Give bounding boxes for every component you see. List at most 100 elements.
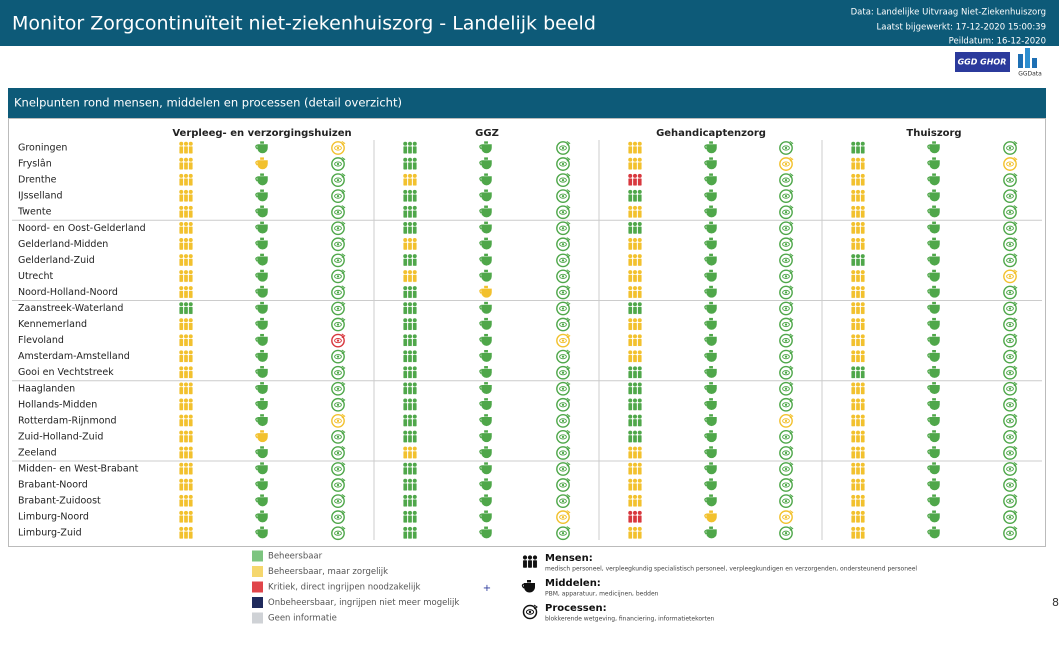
person-body	[632, 161, 638, 170]
person-body	[183, 194, 189, 203]
person-head	[179, 189, 184, 194]
person-head	[628, 254, 633, 259]
process-eye	[782, 370, 790, 376]
cup-handle	[255, 337, 258, 343]
legend-swatch	[252, 612, 263, 624]
person-head	[851, 157, 856, 162]
person-body	[183, 531, 189, 540]
data-source: Data: Landelijke Uitvraag Niet-Ziekenhui…	[851, 8, 1046, 18]
cup-top	[709, 414, 713, 417]
cup-top	[260, 366, 264, 369]
person-body	[850, 194, 856, 203]
person-head	[184, 205, 188, 210]
process-arrow	[566, 478, 571, 483]
icon-processen	[556, 205, 571, 220]
process-eye	[782, 177, 790, 183]
process-eye	[1006, 482, 1014, 488]
process-pupil	[1008, 483, 1012, 487]
person-head	[860, 221, 865, 226]
process-arrow	[789, 157, 794, 162]
cup	[481, 192, 492, 202]
person-body	[412, 531, 418, 540]
cup-top	[484, 253, 488, 257]
icon-processen	[779, 253, 794, 268]
process-eye	[1006, 241, 1014, 247]
updated: Laatst bijgewerkt: 17-12-2020 15:00:39	[877, 23, 1046, 33]
person-head	[188, 270, 193, 275]
person-body	[402, 145, 408, 154]
person-body	[637, 338, 643, 347]
icon-middelen	[704, 301, 717, 314]
person-head	[179, 446, 184, 451]
icon-mensen	[850, 414, 866, 427]
person-head	[851, 141, 856, 146]
person-body	[178, 210, 184, 219]
person-head	[628, 366, 633, 371]
icon-middelen	[704, 317, 717, 330]
person-body	[850, 354, 856, 363]
process-arrow	[341, 510, 346, 515]
cup-top	[260, 350, 264, 353]
icon-mensen	[850, 318, 866, 331]
person-head	[633, 478, 637, 483]
process-eye	[559, 161, 567, 167]
cup-top	[709, 317, 713, 321]
cup	[481, 304, 492, 314]
person-body	[402, 338, 408, 347]
icon-mensen	[402, 205, 418, 219]
cup-top	[709, 253, 713, 257]
process-arrow	[341, 333, 346, 339]
person-head	[408, 478, 412, 483]
icon-processen	[779, 301, 794, 316]
process-eye	[1006, 402, 1014, 408]
process-pupil	[336, 307, 340, 310]
process-pupil	[336, 499, 340, 503]
cup-handle	[255, 353, 258, 359]
person-head	[188, 398, 193, 403]
person-body	[527, 559, 533, 569]
person-body	[637, 306, 643, 315]
person-head	[856, 430, 860, 435]
person-body	[860, 306, 866, 315]
process-eye	[559, 530, 567, 536]
person-head	[851, 366, 856, 371]
logo-bar	[1018, 54, 1023, 68]
process-arrow	[789, 445, 794, 451]
cup-top	[932, 269, 936, 273]
process-arrow	[1013, 317, 1018, 323]
process-arrow	[341, 397, 346, 403]
cup-handle	[704, 192, 707, 198]
cup-top	[484, 382, 488, 385]
icon-mensen	[627, 189, 643, 203]
person-head	[408, 494, 412, 499]
process-arrow	[566, 349, 571, 355]
person-head	[179, 254, 184, 259]
cup	[481, 208, 492, 218]
person-head	[184, 302, 188, 307]
icon-processen	[556, 173, 571, 187]
process-arrow	[341, 253, 346, 258]
cup-handle	[927, 160, 930, 166]
cup	[481, 497, 492, 507]
process-pupil	[528, 610, 532, 614]
person-head	[860, 478, 865, 483]
icon-middelen	[479, 333, 492, 346]
cup-handle	[704, 513, 707, 519]
cup-top	[709, 333, 713, 337]
person-head	[851, 462, 856, 467]
process-arrow	[789, 205, 794, 210]
cup	[929, 144, 940, 154]
icon-mensen	[402, 526, 418, 540]
person-body	[637, 161, 643, 170]
process-pupil	[561, 387, 565, 390]
icon-processen	[331, 205, 346, 220]
cup	[481, 417, 492, 427]
icon-mensen	[627, 221, 643, 235]
icon-middelen	[704, 478, 717, 491]
person-body	[402, 258, 408, 267]
region-label: Amsterdam-Amstelland	[18, 351, 130, 362]
cup-handle	[927, 192, 930, 198]
cup-top	[260, 333, 264, 337]
process-eye	[782, 161, 790, 167]
icon-mensen	[402, 334, 418, 347]
